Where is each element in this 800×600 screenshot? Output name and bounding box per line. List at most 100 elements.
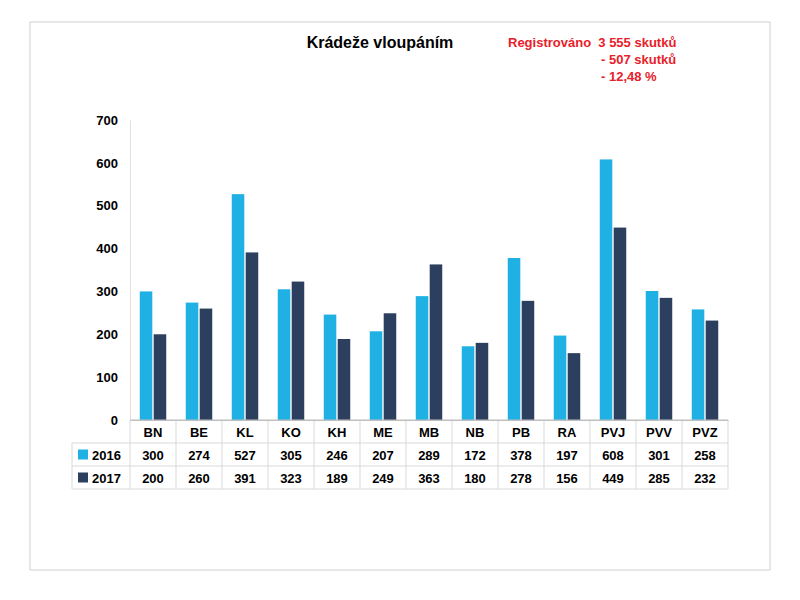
table-line: [590, 420, 591, 489]
table-value: 300: [142, 448, 164, 463]
tick-label: NB: [466, 425, 485, 440]
annotation: - 507 skutků: [601, 52, 676, 67]
tick-label: PVZ: [692, 425, 717, 440]
bar: [614, 228, 627, 420]
tick-label: 700: [96, 113, 118, 128]
series: [154, 228, 719, 420]
tick: PVV: [646, 420, 672, 440]
tick-label: ME: [373, 425, 393, 440]
table-value: 172: [464, 448, 486, 463]
bars: [140, 159, 718, 420]
bar: [568, 353, 581, 420]
tick: RA: [558, 420, 577, 440]
table-value: 189: [326, 471, 348, 486]
annotation: - 12,48 %: [601, 69, 657, 84]
tick: KH: [328, 420, 347, 440]
bar: [476, 343, 489, 420]
axis-line: [130, 121, 131, 421]
table-line: [222, 420, 223, 489]
table-line: [72, 489, 728, 490]
tick: PVJ: [601, 420, 626, 440]
tick: 700: [96, 113, 130, 128]
annotation: Registrováno 3 555 skutků: [508, 35, 676, 50]
table-line: [72, 443, 728, 444]
table-line: [72, 466, 728, 467]
bar: [324, 315, 337, 420]
legend-label: 2017: [92, 471, 121, 486]
x-axis: BNBEKLKOKHMEMBNBPBRAPVJPVVPVZ: [131, 420, 729, 440]
chart: Krádeže vloupáním Registrováno 3 555 skut…: [0, 0, 800, 600]
table-value: 260: [188, 471, 210, 486]
bar: [186, 303, 199, 420]
table-line: [176, 420, 177, 489]
tick-label: PVV: [646, 425, 672, 440]
bar: [384, 313, 397, 420]
bar: [462, 346, 475, 420]
series: [140, 159, 705, 420]
bar: [508, 258, 521, 420]
table-value: 156: [556, 471, 578, 486]
tick-label: 100: [96, 370, 118, 385]
bar: [706, 321, 719, 420]
tick-label: PVJ: [601, 425, 626, 440]
table-value: 246: [326, 448, 348, 463]
axis-line: [131, 420, 729, 421]
legend-swatch: [78, 450, 88, 460]
tick: NB: [466, 420, 485, 440]
table-line: [130, 420, 131, 489]
table-line: [130, 420, 728, 421]
tick-label: 500: [96, 198, 118, 213]
tick-label: KL: [236, 425, 253, 440]
tick: 0: [111, 413, 130, 428]
table-value: 449: [602, 471, 624, 486]
table-value: 249: [372, 471, 394, 486]
title: Krádeže vloupáním: [307, 34, 454, 51]
tick: PVZ: [692, 420, 717, 440]
tick: KL: [236, 420, 253, 440]
table-value: 200: [142, 471, 164, 486]
tick: 400: [96, 241, 130, 256]
tick: MB: [419, 420, 439, 440]
table-value: 323: [280, 471, 302, 486]
table-value: 232: [694, 471, 716, 486]
tick-label: BE: [190, 425, 208, 440]
table-value: 180: [464, 471, 486, 486]
tick: BE: [190, 420, 208, 440]
table-line: [636, 420, 637, 489]
tick: 200: [96, 327, 130, 342]
frame: [30, 22, 770, 570]
tick: 300: [96, 284, 130, 299]
table-value: 278: [510, 471, 532, 486]
table-line: [452, 420, 453, 489]
table-value: 527: [234, 448, 256, 463]
table-line: [268, 420, 269, 489]
bar: [370, 331, 383, 420]
table-value: 363: [418, 471, 440, 486]
bar: [692, 309, 705, 420]
bar: [416, 296, 429, 420]
tick-label: MB: [419, 425, 439, 440]
table-line: [406, 420, 407, 489]
bar: [246, 252, 259, 420]
bar: [430, 264, 443, 420]
table-line: [498, 420, 499, 489]
table-line: [72, 443, 73, 489]
tick-label: RA: [558, 425, 577, 440]
tick: PB: [512, 420, 530, 440]
legend-label: 2016: [92, 448, 121, 463]
tick-label: 300: [96, 284, 118, 299]
data-table: 2016300274527305246207289172378197608301…: [72, 420, 728, 489]
bar: [154, 334, 167, 420]
table-value: 197: [556, 448, 578, 463]
bar: [278, 289, 291, 420]
tick: 500: [96, 198, 130, 213]
table-value: 301: [648, 448, 670, 463]
bar: [200, 309, 213, 420]
tick: ME: [373, 420, 393, 440]
table-value: 274: [188, 448, 210, 463]
tick: BN: [144, 420, 163, 440]
tick-label: 400: [96, 241, 118, 256]
y-axis: 0100200300400500600700: [96, 113, 130, 428]
table-value: 608: [602, 448, 624, 463]
bar: [646, 291, 659, 420]
